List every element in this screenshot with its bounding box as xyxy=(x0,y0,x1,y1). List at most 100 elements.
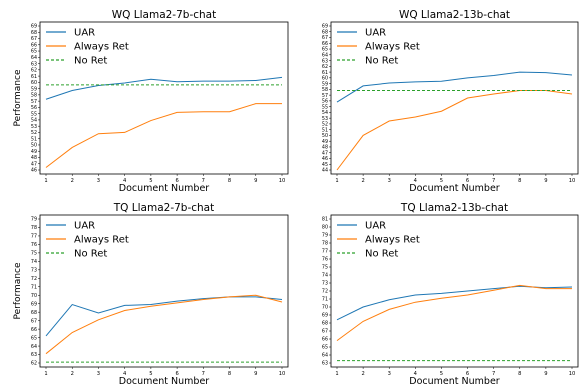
y-tick-label: 54 xyxy=(322,110,328,116)
x-tick-label: 10 xyxy=(569,178,576,184)
x-tick-label: 9 xyxy=(544,178,547,184)
y-tick-label: 53 xyxy=(322,116,328,122)
y-tick-label: 70 xyxy=(31,293,37,299)
y-tick-label: 78 xyxy=(31,225,37,231)
legend: UAR Always Ret No Ret xyxy=(46,221,129,260)
x-axis-label: Document Number xyxy=(409,376,499,385)
x-tick-label: 1 xyxy=(44,178,47,184)
y-tick-label: 56 xyxy=(322,99,328,105)
x-axis-label: Document Number xyxy=(409,183,499,194)
y-tick-label: 62 xyxy=(31,68,37,74)
x-tick-label: 8 xyxy=(518,371,521,377)
series-line-always-ret xyxy=(45,294,283,355)
legend: UAR Always Ret No Ret xyxy=(46,28,129,67)
y-tick-label: 73 xyxy=(322,281,328,287)
y-tick-label: 78 xyxy=(322,241,328,247)
y-tick-label: 69 xyxy=(31,301,37,307)
y-tick-label: 67 xyxy=(31,318,37,324)
y-tick-label: 65 xyxy=(322,345,328,351)
x-axis-label: Document Number xyxy=(119,376,209,385)
y-tick-label: 63 xyxy=(322,58,328,64)
y-tick-label: 58 xyxy=(322,87,328,93)
x-tick-label: 6 xyxy=(175,371,178,377)
y-tick-label: 61 xyxy=(322,70,328,76)
x-tick-label: 3 xyxy=(97,178,100,184)
chart-title: TQ Llama2-7b-chat xyxy=(113,202,214,214)
x-tick-label: 2 xyxy=(361,371,364,377)
x-tick-label: 10 xyxy=(569,371,576,377)
legend-label: UAR xyxy=(365,28,386,39)
x-tick-label: 5 xyxy=(149,371,152,377)
y-tick-label: 75 xyxy=(31,251,37,257)
y-tick-label: 56 xyxy=(31,105,37,111)
y-tick-label: 64 xyxy=(322,353,328,359)
y-tick-label: 46 xyxy=(31,168,37,174)
y-tick-label: 77 xyxy=(322,249,328,255)
y-tick-label: 51 xyxy=(322,127,328,133)
x-tick-label: 8 xyxy=(228,178,231,184)
y-tick-label: 63 xyxy=(31,352,37,358)
x-tick-label: 3 xyxy=(388,178,391,184)
legend-label: No Ret xyxy=(74,56,107,67)
y-tick-label: 65 xyxy=(31,335,37,341)
y-tick-label: 66 xyxy=(322,41,328,47)
x-tick-label: 3 xyxy=(97,371,100,377)
legend-label: UAR xyxy=(74,28,95,39)
legend: UAR Always Ret No Ret xyxy=(337,221,420,260)
x-tick-label: 10 xyxy=(279,371,286,377)
y-tick-label: 50 xyxy=(31,143,37,149)
y-tick-label: 52 xyxy=(322,122,328,128)
x-tick-label: 4 xyxy=(414,178,418,184)
y-tick-label: 62 xyxy=(322,64,328,70)
plot-frame xyxy=(39,214,289,368)
x-tick-label: 7 xyxy=(202,178,205,184)
y-tick-label: 81 xyxy=(322,217,328,223)
y-tick-label: 47 xyxy=(31,161,37,167)
y-tick-label: 51 xyxy=(31,136,37,142)
y-tick-label: 67 xyxy=(322,35,328,41)
x-tick-label: 1 xyxy=(44,371,47,377)
y-tick-label: 65 xyxy=(31,49,37,55)
y-tick-label: 66 xyxy=(31,327,37,333)
y-tick-label: 45 xyxy=(322,162,328,168)
series-line-uar xyxy=(45,296,283,337)
y-tick-label: 71 xyxy=(322,297,328,303)
x-tick-label: 6 xyxy=(175,178,178,184)
x-tick-label: 7 xyxy=(492,371,495,377)
y-tick-label: 64 xyxy=(31,344,37,350)
x-tick-label: 10 xyxy=(279,178,286,184)
y-tick-label: 60 xyxy=(322,76,328,82)
y-tick-label: 50 xyxy=(322,133,328,139)
legend-label: Always Ret xyxy=(365,235,420,246)
y-tick-label: 75 xyxy=(322,265,328,271)
y-tick-label: 48 xyxy=(322,145,328,151)
series-line-always-ret xyxy=(45,103,282,168)
plot-frame xyxy=(39,21,289,175)
series-line-uar xyxy=(45,76,283,100)
y-axis-label: Performance xyxy=(13,262,23,319)
legend-label: No Ret xyxy=(365,249,398,260)
y-tick-label: 68 xyxy=(322,29,328,35)
y-tick-label: 60 xyxy=(31,80,37,86)
y-tick-label: 59 xyxy=(322,81,328,87)
y-tick-label: 79 xyxy=(322,233,328,239)
series-line-uar xyxy=(336,285,573,321)
legend: UAR Always Ret No Ret xyxy=(337,28,420,67)
y-tick-label: 72 xyxy=(31,276,37,282)
y-tick-label: 74 xyxy=(31,259,37,265)
x-tick-label: 4 xyxy=(123,371,127,377)
legend-label: No Ret xyxy=(74,249,107,260)
x-tick-label: 2 xyxy=(71,178,74,184)
y-tick-label: 65 xyxy=(322,47,328,53)
y-tick-label: 68 xyxy=(31,310,37,316)
y-axis-label: Performance xyxy=(13,69,23,126)
y-tick-label: 72 xyxy=(322,289,328,295)
y-tick-label: 46 xyxy=(322,156,328,162)
plot-frame xyxy=(330,21,579,175)
y-tick-label: 49 xyxy=(31,149,37,155)
series-line-always-ret xyxy=(336,90,573,171)
legend-label: No Ret xyxy=(365,56,398,67)
legend-label: Always Ret xyxy=(74,235,129,246)
x-tick-label: 8 xyxy=(228,371,231,377)
